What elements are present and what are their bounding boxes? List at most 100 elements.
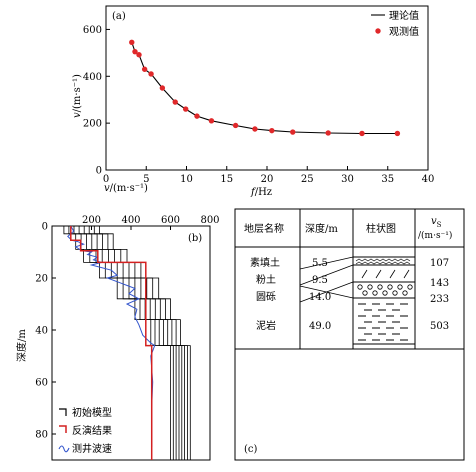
col-header-name: 地层名称 (244, 222, 284, 235)
legend-initial-label: 初始模型 (72, 406, 112, 419)
x-tick-label: 35 (381, 174, 394, 185)
panel-a-label: (a) (112, 11, 126, 22)
x-tick-label: 15 (220, 174, 233, 185)
panel-a-observed-points (129, 39, 401, 137)
x-tick-label: 5 (143, 174, 149, 185)
observed-point (136, 52, 142, 58)
vs-symbol: v (431, 216, 437, 227)
observed-point (148, 71, 154, 77)
col-header-vs: vS (431, 216, 442, 229)
panel-b-ylabel: 深度/m (15, 329, 28, 362)
legend-inversion-label: 反演结果 (72, 424, 112, 437)
panel-c-strata-table: 地层名称 深度/m 柱状图 vS /(m·s⁻¹) (234, 208, 465, 461)
y-tick-label: 200 (83, 119, 102, 130)
panel-b-xlabel: v/(m·s⁻¹) (104, 183, 148, 194)
row-3-name: 圆砾 (256, 290, 276, 303)
panel-b-log-velocity (67, 225, 156, 447)
x-tick-label: 600 (161, 215, 180, 226)
table-row: 素填土 5.5 107 (250, 256, 449, 269)
lithology-column (352, 256, 416, 345)
row-4-name: 泥岩 (256, 319, 276, 332)
x-tick-label: 30 (341, 174, 354, 185)
x-tick-label: 25 (301, 174, 314, 185)
panel-b-xlabel-var: v (104, 183, 110, 194)
col-header-depth: 深度/m (305, 222, 338, 235)
legend-inversion-swatch (59, 425, 67, 433)
x-tick-label: 0 (103, 174, 109, 185)
observed-point (141, 66, 148, 72)
observed-point (132, 48, 138, 55)
panel-b-xlabel-unit: /(m·s⁻¹) (110, 183, 148, 194)
row-1-vs: 107 (430, 258, 449, 269)
panel-b-tick-labels: 200 400 600 800 0 20 40 60 80 (35, 215, 219, 441)
initial-model-profile (99, 226, 191, 460)
panel-c-frame (234, 208, 465, 461)
table-row: 圆砾 14.0 233 (256, 290, 449, 305)
observed-point (194, 113, 200, 119)
litho-silt-layer (352, 264, 416, 283)
row-3-vs: 233 (430, 294, 449, 305)
y-tick-label: 60 (35, 378, 48, 389)
y-tick-label: 600 (83, 25, 102, 36)
panel-a-ylabel: v/(m·s⁻¹) (72, 74, 83, 118)
litho-gravel-layer (352, 281, 416, 299)
litho-silt-pattern (361, 269, 410, 279)
legend-observed-swatch (375, 28, 381, 34)
panel-b-velocity-profile: 200 400 600 800 0 20 40 60 80 (b) v/(m·s⁻¹) 深度/m… (15, 183, 220, 461)
row-4-vs: 503 (430, 321, 449, 332)
observed-point (325, 130, 331, 136)
y-tick-label: 80 (35, 430, 48, 441)
row-2-vs: 143 (430, 278, 449, 289)
col-header-vs-unit: /(m·s⁻¹) (418, 230, 452, 241)
litho-mudstone-layer (352, 297, 416, 345)
observed-point (208, 118, 215, 124)
x-tick-label: 40 (422, 174, 435, 185)
x-tick-label: 10 (180, 174, 193, 185)
panel-a-xlabel-unit: /Hz (255, 187, 272, 198)
y-tick-label: 0 (42, 222, 48, 233)
row-2-depth: 9.5 (312, 275, 328, 286)
observed-point (290, 129, 296, 135)
litho-mudstone-pattern (358, 303, 408, 341)
row-2-name: 粉土 (256, 273, 276, 286)
y-tick-label: 0 (96, 166, 102, 177)
observed-point (129, 39, 135, 46)
row-4-depth: 49.0 (309, 321, 331, 332)
legend-theory-label: 理论值 (389, 9, 419, 22)
panel-b-ticks (51, 225, 211, 435)
panel-a-theory-line (131, 42, 398, 135)
col-header-column: 柱状图 (366, 222, 396, 235)
observed-point (172, 99, 178, 105)
litho-gravel-pattern (357, 284, 413, 296)
panel-b-label: (b) (188, 233, 202, 244)
y-tick-label: 40 (35, 326, 48, 337)
row-3-depth: 14.0 (309, 292, 331, 303)
legend-observed-label: 观测值 (389, 25, 419, 38)
row-1-depth: 5.5 (312, 258, 328, 269)
observed-point (269, 127, 275, 134)
y-tick-label: 400 (83, 72, 102, 83)
litho-fill-pattern (355, 258, 411, 265)
panel-a-xlabel: f/Hz (250, 187, 272, 198)
panel-c-label: (c) (244, 444, 258, 455)
table-row: 泥岩 49.0 503 (256, 319, 449, 332)
table-row: 粉土 9.5 143 (256, 273, 449, 289)
observed-point (232, 122, 239, 129)
observed-point (394, 130, 401, 137)
vs-subscript: S (437, 221, 442, 229)
panel-a-ylabel-unit: /(m·s⁻¹) (72, 74, 83, 112)
y-tick-label: 20 (35, 274, 48, 285)
observed-point (159, 85, 166, 91)
panel-a-legend: 理论值 观测值 (371, 9, 419, 38)
observed-point (252, 126, 258, 132)
panel-b-inversion-result (70, 226, 153, 460)
panel-b-legend: 初始模型 反演结果 测井波速 (56, 403, 132, 457)
panel-a-xlabel-var: f (250, 187, 257, 198)
x-tick-label: 400 (121, 215, 140, 226)
panel-a-ticks (105, 28, 429, 171)
legend-log-swatch (58, 445, 70, 453)
observed-point (182, 106, 189, 112)
